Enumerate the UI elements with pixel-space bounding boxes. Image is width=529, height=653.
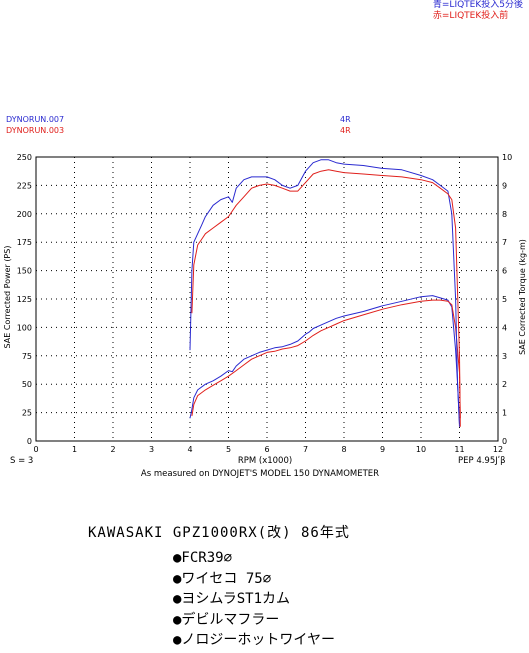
smoothing-label: S = 3 (10, 456, 33, 466)
series-line-power-dynorun-003 (191, 299, 461, 419)
y2-tick-label: 9 (502, 181, 507, 190)
y2-tick-label: 5 (502, 295, 507, 304)
y-axis-label: SAE Corrected Power (PS) (3, 246, 12, 349)
series-line-torque-dynorun-007 (189, 159, 460, 427)
dyno-measured-note: As measured on DYNOJET'S MODEL 150 DYNAM… (141, 469, 379, 479)
bike-model: KAWASAKI GPZ1000RX(改) 86年式 (88, 525, 350, 541)
y-tick-label: 75 (22, 352, 32, 361)
x-tick-label: 6 (264, 445, 269, 454)
run-file-blue: DYNORUN.007 (6, 115, 65, 124)
y-tick-label: 50 (22, 380, 32, 389)
x-tick-label: 0 (33, 445, 38, 454)
plot-frame (35, 156, 499, 442)
y-tick-label: 25 (22, 409, 32, 418)
y2-axis-label: SAE Corrected Torque (kg-m) (518, 239, 527, 355)
y-tick-label: 225 (17, 181, 32, 190)
legend-blue: 青=LIQTEK投入5分後 (432, 0, 523, 10)
x-tick-label: 11 (454, 445, 464, 454)
y-tick-label: 150 (17, 267, 32, 276)
y-tick-label: 0 (27, 437, 32, 446)
x-tick-label: 5 (226, 445, 231, 454)
x-tick-label: 7 (303, 445, 308, 454)
series-line-torque-dynorun-003 (191, 169, 461, 427)
y2-tick-label: 1 (502, 409, 507, 418)
mod-item: ●デビルマフラー (173, 611, 280, 628)
pep-label: PEP 4.95Jʹβ (458, 455, 506, 466)
x-tick-label: 12 (493, 445, 503, 454)
y2-tick-label: 4 (502, 323, 507, 332)
grid (36, 157, 498, 441)
x-tick-label: 9 (380, 445, 385, 454)
run-legend: 青=LIQTEK投入5分後 赤=LIQTEK投入前 (433, 0, 523, 22)
legend-red: 赤=LIQTEK投入前 (432, 11, 509, 21)
series-line-power-dynorun-007 (189, 295, 460, 425)
mod-item: ●FCR39∅ (173, 550, 233, 566)
y2-tick-label: 7 (502, 238, 507, 247)
run-gear-blue: 4R (340, 115, 351, 124)
x-tick-label: 1 (72, 445, 77, 454)
series-lines (189, 159, 461, 427)
y2-tick-label: 10 (502, 153, 512, 162)
x-tick-label: 4 (187, 445, 192, 454)
modification-list: ●FCR39∅ ●ワイセコ 75∅ ●ヨシムラST1カム ●デビルマフラー ●ノ… (173, 548, 335, 651)
mod-item: ●ワイセコ 75∅ (173, 570, 272, 587)
y-tick-label: 200 (17, 210, 32, 219)
y2-tick-label: 8 (502, 210, 507, 219)
dyno-chart: 0 1 2 3 4 5 6 7 8 9 10 11 12025507510012515017520022… (3, 153, 527, 479)
y-tick-label: 125 (17, 295, 32, 304)
y2-tick-label: 0 (502, 437, 507, 446)
x-tick-label: 8 (341, 445, 346, 454)
y2-tick-label: 2 (502, 380, 507, 389)
x-axis-label: RPM (x1000) (238, 456, 292, 466)
axes: 0 1 2 3 4 5 6 7 8 9 10 11 12025507510012515017520022… (17, 153, 512, 454)
run-gear-red: 4R (340, 126, 351, 135)
mod-item: ●ヨシムラST1カム (173, 591, 291, 607)
x-tick-label: 2 (110, 445, 115, 454)
y2-tick-label: 3 (502, 352, 507, 361)
x-tick-label: 10 (416, 445, 426, 454)
run-file-red: DYNORUN.003 (6, 126, 65, 135)
y-tick-label: 100 (17, 323, 32, 332)
y-tick-label: 250 (17, 153, 32, 162)
y2-tick-label: 6 (502, 267, 507, 276)
mod-item: ●ノロジーホットワイヤー (173, 632, 336, 648)
x-tick-label: 3 (149, 445, 154, 454)
y-tick-label: 175 (17, 238, 32, 247)
